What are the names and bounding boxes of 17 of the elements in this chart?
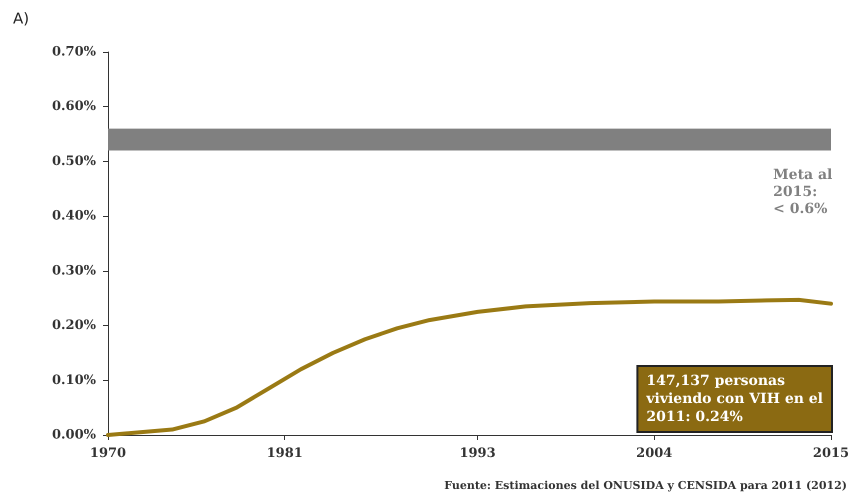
y-tick-label: 0.60%: [52, 99, 97, 114]
y-tick-label: 0.70%: [52, 44, 97, 60]
y-tick-label: 0.20%: [52, 318, 97, 334]
y-tick-label: 0.50%: [52, 154, 97, 169]
x-tick-label: 1993: [459, 446, 496, 461]
x-tick-label: 1970: [90, 446, 126, 461]
y-tick-label: 0.40%: [52, 208, 97, 224]
source-note: Fuente: Estimaciones del ONUSIDA y CENSIDA para 2011 (2012): [444, 479, 848, 492]
x-tick-label: 2004: [636, 446, 672, 461]
band-label: Meta al 2015: < 0.6%: [773, 167, 832, 218]
y-tick-label: 0.30%: [52, 263, 97, 278]
y-tick-label: 0.10%: [52, 372, 97, 388]
x-tick-label: 1981: [266, 446, 303, 461]
chart-title: A): [13, 10, 30, 28]
annotation: 147,137 personas viviendo con VIH en el 2011: 0.24%: [645, 373, 824, 425]
x-tick-label: 2015: [812, 446, 850, 461]
y-tick-label: 0.00%: [52, 428, 97, 442]
